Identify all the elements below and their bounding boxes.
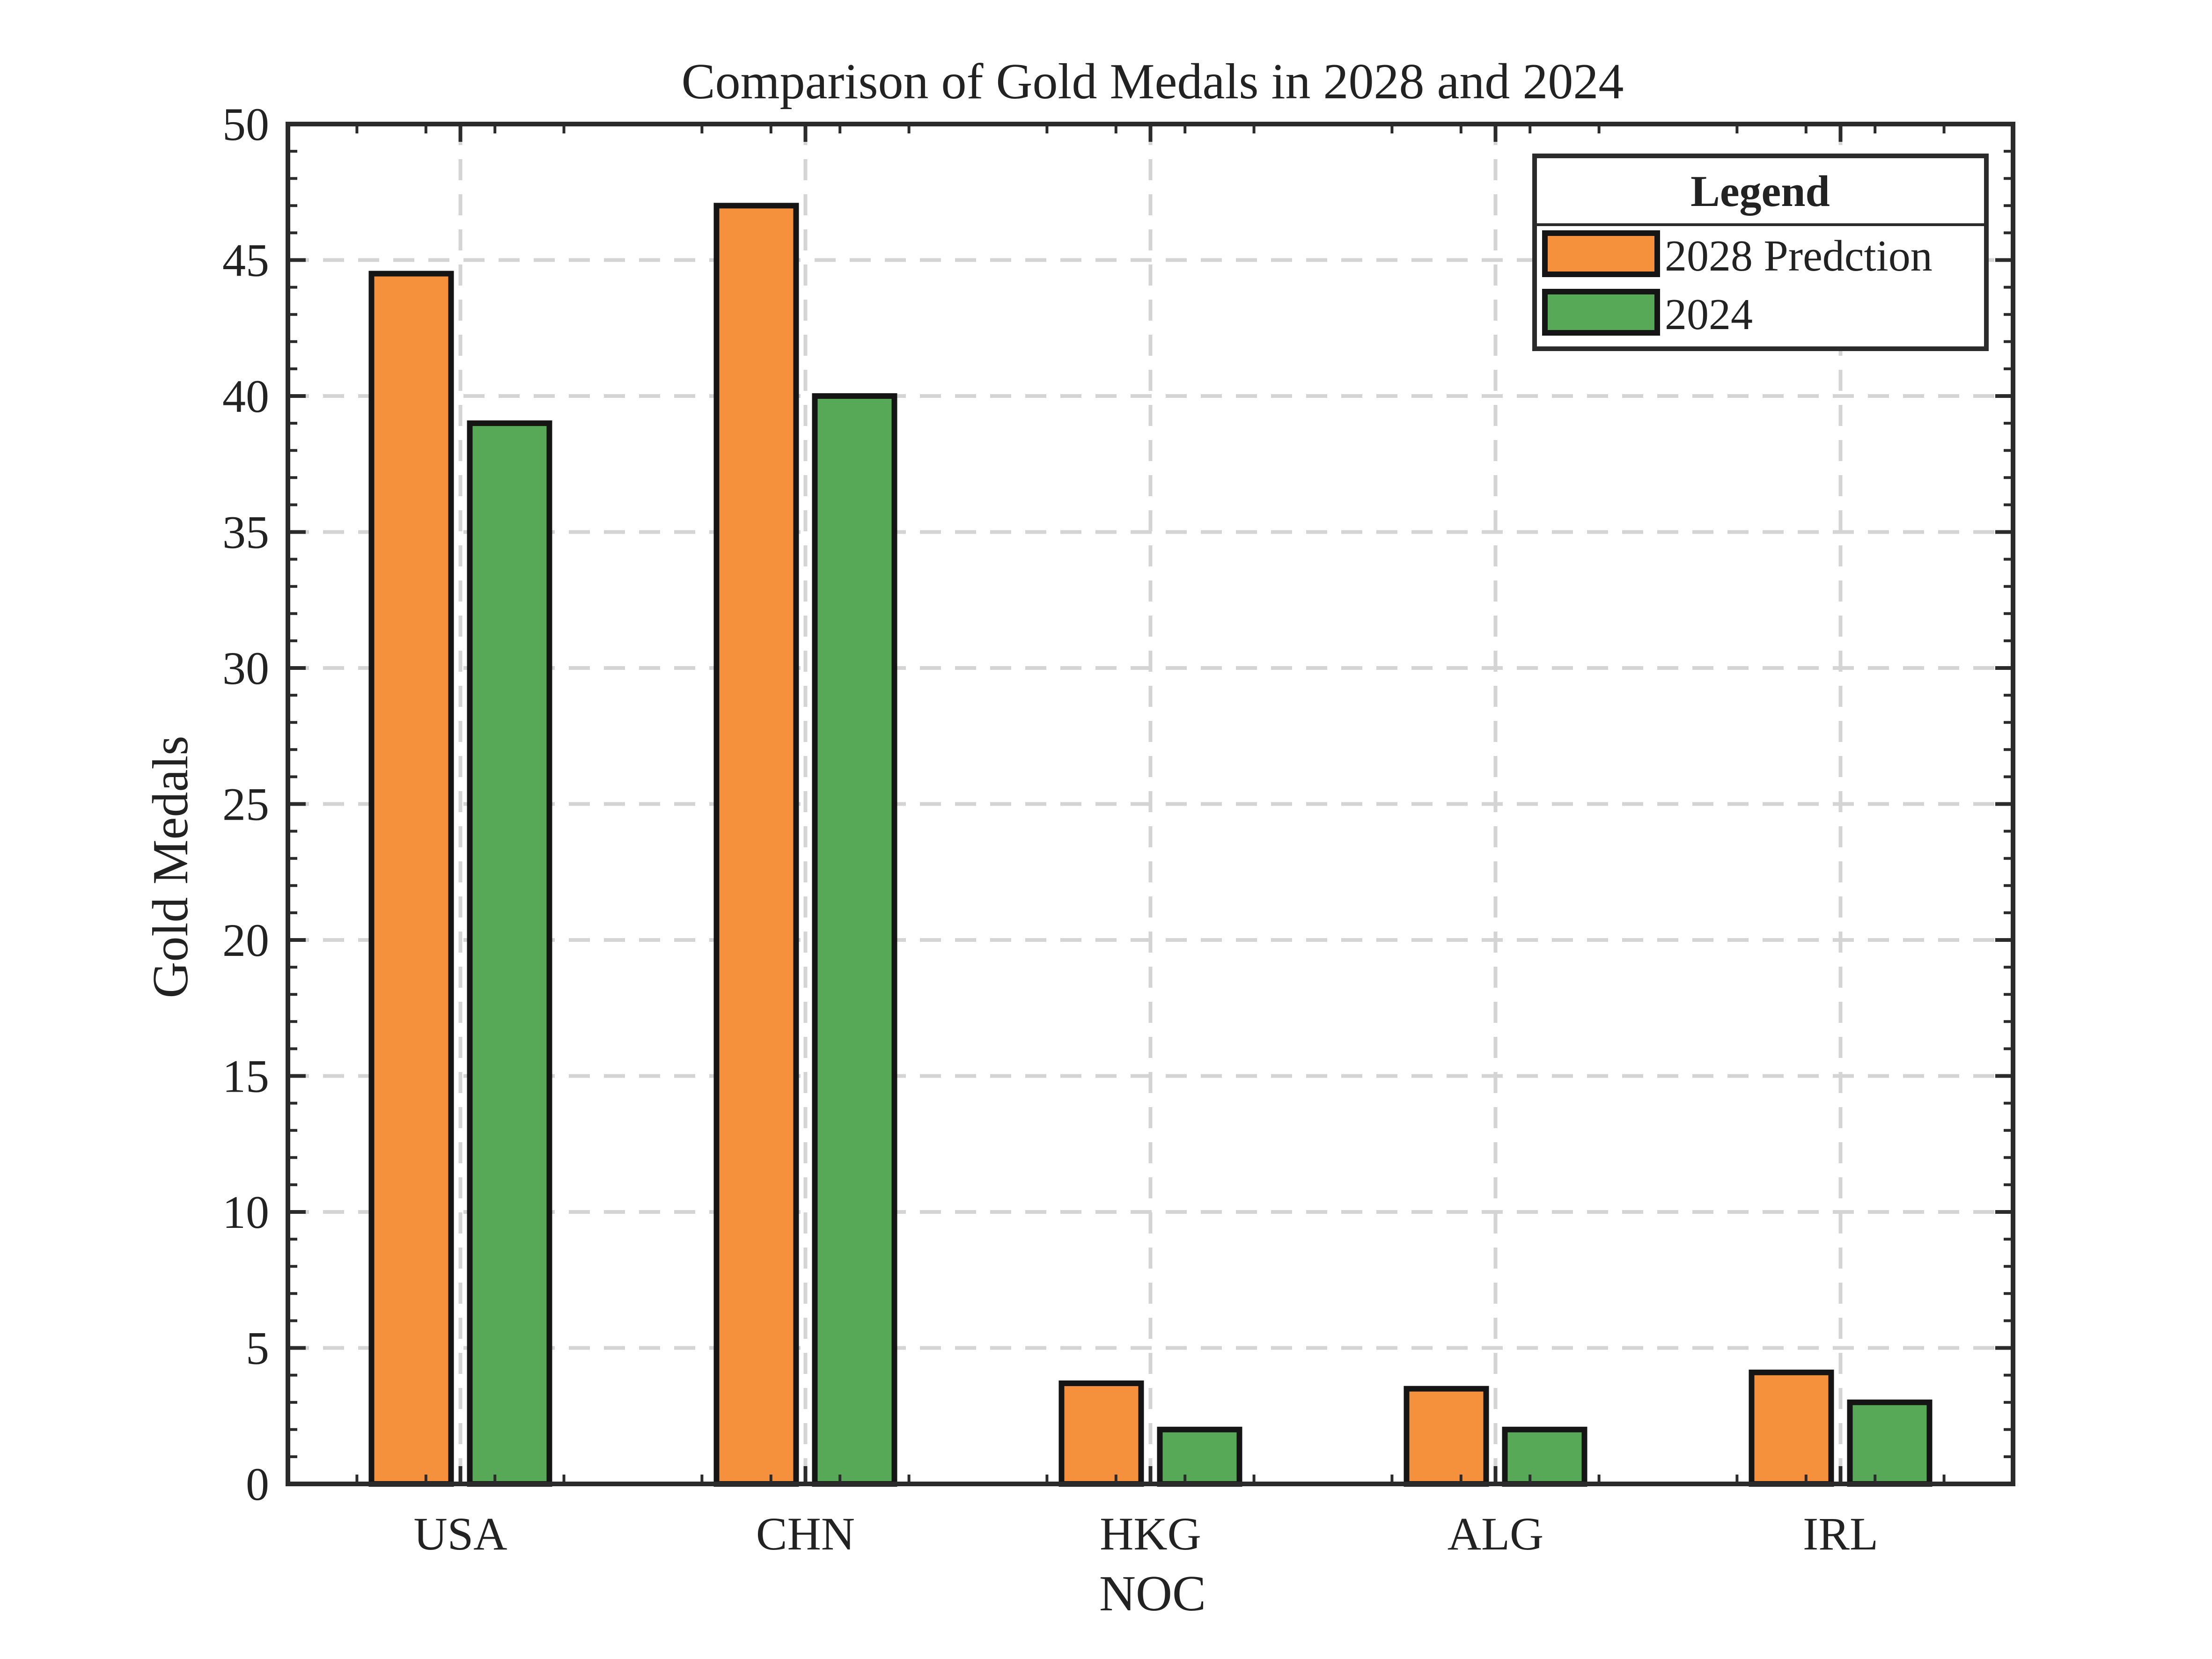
x-tick-label: USA: [413, 1508, 507, 1560]
x-tick-label: ALG: [1448, 1508, 1544, 1560]
y-tick-label: 35: [222, 507, 269, 558]
x-tick-label: IRL: [1803, 1508, 1878, 1560]
bar-2028-predction-usa: [368, 271, 454, 1487]
legend-swatch: [1542, 230, 1660, 277]
tick-marks: [288, 122, 2013, 1486]
legend-items: 2028 Predction 2024: [1542, 230, 1933, 339]
chart-title: Comparison of Gold Medals in 2028 and 20…: [682, 54, 1624, 110]
y-tick-label: 0: [246, 1458, 269, 1510]
legend-label: 2028 Predction: [1665, 232, 1933, 280]
legend-label: 2024: [1665, 290, 1753, 339]
legend-swatch: [1542, 289, 1660, 336]
y-tick-label: 20: [222, 914, 269, 966]
x-tick-label: HKG: [1100, 1508, 1201, 1560]
y-tick-label: 10: [222, 1186, 269, 1238]
bar-2024-alg: [1502, 1426, 1587, 1487]
x-axis-label: NOC: [1099, 1566, 1206, 1622]
y-tick-label: 25: [222, 778, 269, 830]
bar-2028-predction-chn: [713, 203, 799, 1487]
y-tick-label: 50: [222, 98, 269, 150]
legend: Legend 2028 Predction 2024: [1532, 154, 1989, 351]
bar-2024-hkg: [1157, 1426, 1242, 1487]
bar-2028-predction-irl: [1749, 1369, 1834, 1487]
y-tick-label: 40: [222, 370, 269, 422]
bars: [368, 203, 1933, 1487]
x-tick-label: CHN: [756, 1508, 855, 1560]
y-axis-label: Gold Medals: [143, 736, 198, 998]
y-tick-label: 15: [222, 1050, 269, 1102]
bar-2028-predction-hkg: [1058, 1380, 1144, 1487]
bar-2028-predction-alg: [1404, 1386, 1489, 1487]
bar-2024-chn: [812, 393, 897, 1487]
y-tick-label: 45: [222, 235, 269, 286]
y-tick-label: 5: [246, 1322, 269, 1374]
bar-2024-usa: [467, 420, 552, 1487]
tick-labels: 0 5 10 15 20 25 30 35 40 45 50 USA CHN HKG ALG IRL: [222, 98, 1878, 1560]
y-tick-label: 30: [222, 642, 269, 694]
bar-2024-irl: [1847, 1399, 1933, 1487]
legend-title: Legend: [1690, 167, 1830, 216]
